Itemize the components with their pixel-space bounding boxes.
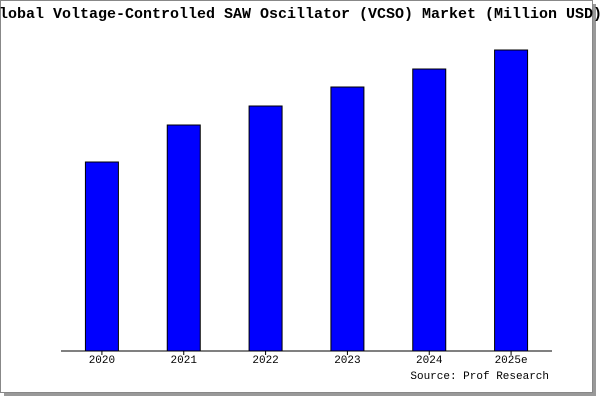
x-tick-label: 2024 [416,355,443,367]
source-note: Source: Prof Research [410,371,549,383]
bar [494,49,529,352]
plot-area [61,45,552,351]
x-tick-label: 2021 [171,355,198,367]
bar [330,86,365,352]
x-tick-label: 2023 [334,355,360,367]
bar [84,161,119,352]
x-tick-label: 2025e [495,355,528,367]
bar [248,105,283,352]
x-tick-label: 2022 [252,355,278,367]
bar [166,124,201,352]
chart-title: Global Voltage-Controlled SAW Oscillator… [0,6,600,23]
x-tick-label: 2020 [89,355,115,367]
bar [412,68,447,352]
